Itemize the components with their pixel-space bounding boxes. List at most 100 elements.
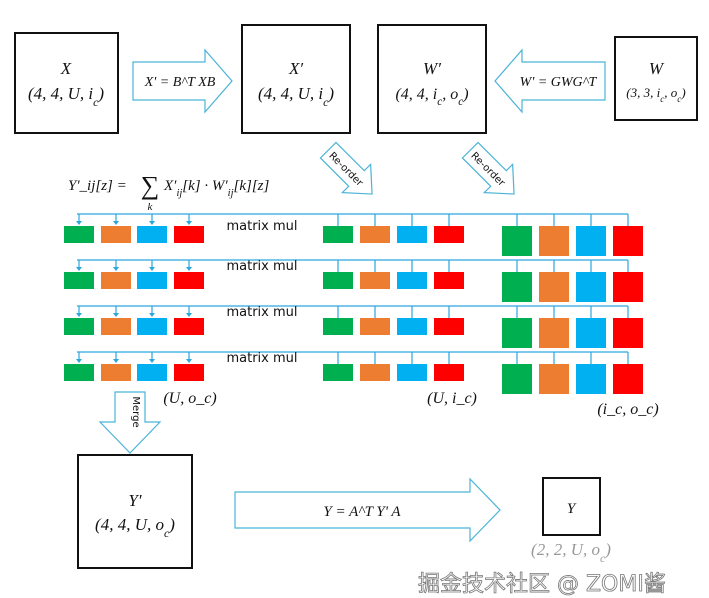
x-prime-box: X′ (4, 4, U, ic)	[241, 24, 351, 134]
w-shape: (3, 3, ic, oc)	[626, 85, 685, 104]
y-prime-shape: (4, 4, U, oc)	[95, 515, 175, 540]
y-box: Y (2, 2, U, oc)	[531, 477, 611, 565]
weight-tile	[576, 272, 606, 302]
x-prime-shape: (4, 4, U, ic)	[258, 84, 334, 109]
output-tile	[174, 364, 204, 381]
input-tile	[397, 226, 427, 243]
arrowhead-icon	[149, 267, 155, 271]
input-transform-arrow: X' = B^T XB	[132, 48, 233, 114]
weight-tile	[576, 318, 606, 348]
y-prime-name: Y′	[128, 491, 141, 510]
formula: Y'_ij[z] = ∑ k X′ij[k] · W′ij[k][z]	[68, 171, 270, 213]
arrowhead-icon	[149, 221, 155, 225]
weight-tile	[613, 318, 643, 348]
input-tile	[360, 318, 390, 335]
arrowhead-icon	[186, 267, 192, 271]
weight-tile	[539, 364, 569, 394]
input-tile	[360, 364, 390, 381]
merge-label: Merge	[130, 396, 141, 427]
weight-tile	[502, 226, 532, 256]
weight-tile	[576, 226, 606, 256]
matrix-mul-label: matrix mul	[226, 351, 297, 366]
w-prime-box: W′ (4, 4, ic, oc)	[377, 24, 487, 134]
input-tile	[360, 226, 390, 243]
formula-lhs: Y'_ij[z] =	[68, 178, 127, 194]
input-tile	[360, 272, 390, 289]
input-transform-label: X' = B^T XB	[144, 75, 216, 90]
arrowhead-icon	[113, 313, 119, 317]
watermark: 掘金技术社区 @ ZOMI酱	[418, 572, 666, 597]
arrowhead-icon	[149, 359, 155, 363]
output-transform-arrow: Y = A^T Y' A	[234, 477, 501, 543]
weight-tile	[539, 226, 569, 256]
input-tile	[323, 272, 353, 289]
arrowhead-icon	[113, 267, 119, 271]
weight-group-label: (i_c, o_c)	[597, 401, 658, 418]
arrowhead-icon	[76, 221, 82, 225]
x-name: X	[60, 59, 72, 78]
weight-tile	[502, 364, 532, 394]
output-tile	[101, 318, 131, 335]
formula-rhs: X′ij[k] · W′ij[k][z]	[163, 178, 270, 199]
output-tile	[137, 226, 167, 243]
w-prime-name: W′	[423, 59, 441, 78]
weight-transform-label: W' = GWG^T	[520, 75, 598, 90]
output-tile	[64, 226, 94, 243]
weight-tile	[502, 318, 532, 348]
input-tile	[434, 226, 464, 243]
arrowhead-icon	[186, 359, 192, 363]
arrowhead-icon	[186, 221, 192, 225]
w-prime-shape: (4, 4, ic, oc)	[395, 86, 468, 108]
sum-symbol: ∑	[141, 171, 160, 200]
weight-tile	[539, 318, 569, 348]
output-tile	[64, 318, 94, 335]
arrowhead-icon	[149, 313, 155, 317]
output-tile	[101, 226, 131, 243]
reorder-arrow-left: Re-order	[319, 141, 373, 195]
reorder-arrow-right: Re-order	[461, 141, 515, 195]
input-group-label: (U, i_c)	[427, 390, 477, 407]
arrowhead-icon	[76, 359, 82, 363]
weight-tile	[613, 272, 643, 302]
output-tile	[174, 318, 204, 335]
input-tile	[323, 226, 353, 243]
input-tile	[434, 272, 464, 289]
weight-tile	[539, 272, 569, 302]
matrix-mul-label: matrix mul	[226, 219, 297, 234]
output-tile	[137, 364, 167, 381]
y-name: Y	[567, 501, 577, 517]
output-tile	[137, 272, 167, 289]
output-tile	[137, 318, 167, 335]
output-tile	[64, 272, 94, 289]
arrowhead-icon	[186, 313, 192, 317]
input-tile	[434, 364, 464, 381]
arrowhead-icon	[76, 313, 82, 317]
input-tile	[397, 318, 427, 335]
output-group-label: (U, o_c)	[163, 390, 216, 407]
output-tile	[174, 272, 204, 289]
input-tile	[397, 364, 427, 381]
matrix-mul-label: matrix mul	[226, 259, 297, 274]
matrix-mul-label: matrix mul	[226, 305, 297, 320]
input-tile	[397, 272, 427, 289]
weight-tile	[613, 226, 643, 256]
output-tile	[101, 364, 131, 381]
weight-tile	[576, 364, 606, 394]
x-prime-name: X′	[288, 59, 303, 78]
arrowhead-icon	[76, 267, 82, 271]
sum-index: k	[148, 201, 154, 213]
input-tile	[323, 364, 353, 381]
w-name: W	[649, 59, 665, 78]
weight-tile	[613, 364, 643, 394]
merge-arrow: Merge	[98, 391, 162, 454]
output-tile	[174, 226, 204, 243]
x-box: X (4, 4, U, ic)	[14, 32, 119, 134]
y-shape: (2, 2, U, oc)	[531, 540, 611, 565]
weight-tile	[502, 272, 532, 302]
arrowhead-icon	[113, 359, 119, 363]
matrix-mul-rows: matrix mul matrix mul matrix mul matrix mul	[64, 213, 643, 394]
input-tile	[323, 318, 353, 335]
x-shape: (4, 4, U, ic)	[28, 84, 104, 109]
output-transform-label: Y = A^T Y' A	[323, 504, 401, 520]
